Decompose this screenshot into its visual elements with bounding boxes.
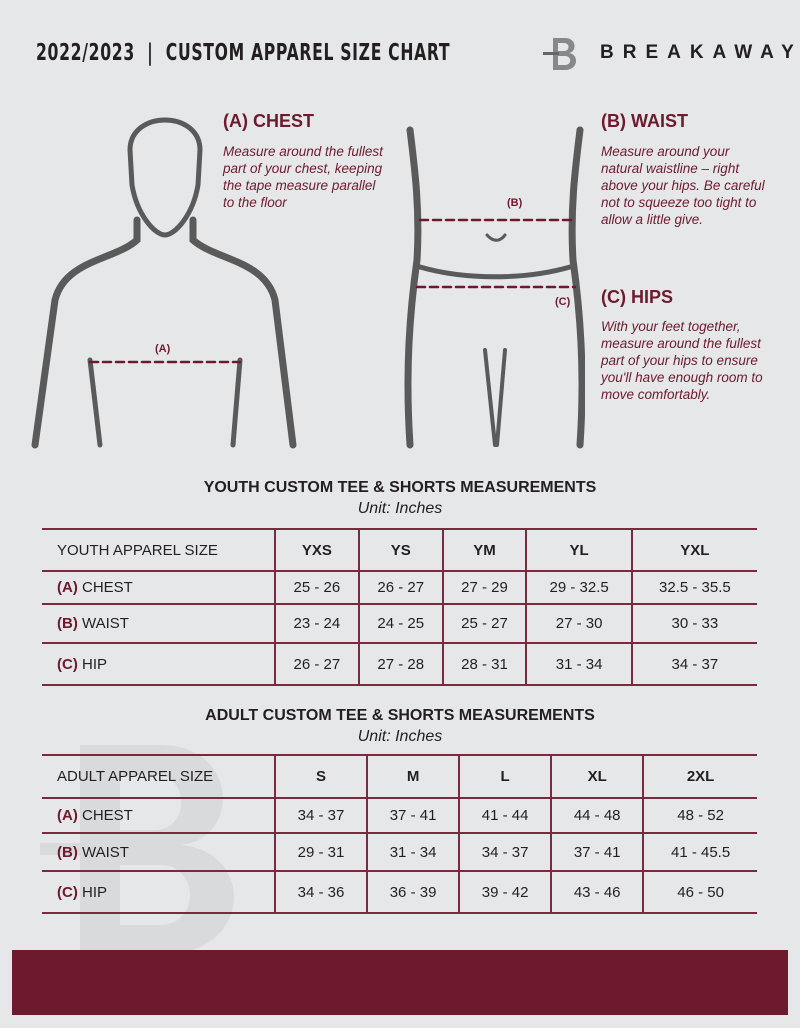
row-label: (B) WAIST — [42, 603, 275, 644]
measurement-cell: 41 - 45.5 — [642, 832, 757, 872]
brand-name: BREAKAWAY — [600, 42, 800, 63]
table-row: (B) WAIST 29 - 31 31 - 34 34 - 37 37 - 41 41 … — [42, 832, 757, 872]
row-tag: (A) — [57, 579, 78, 596]
size-header: YXS — [274, 528, 359, 572]
table-row: (C) HIP 26 - 27 27 - 28 28 - 31 31 - 34 34 - … — [42, 642, 757, 686]
chest-heading: (A) CHEST — [223, 111, 314, 131]
header-label: ADULT APPAREL SIZE — [42, 754, 275, 799]
row-label-text: WAIST — [82, 615, 129, 632]
measurement-cell: 37 - 41 — [550, 832, 644, 872]
measurement-cell: 29 - 32.5 — [525, 570, 632, 605]
measurement-cell: 27 - 29 — [441, 570, 527, 605]
youth-section-title: YOUTH CUSTOM TEE & SHORTS MEASUREMENTS — [203, 479, 597, 496]
size-header: YXL — [630, 528, 757, 572]
measurement-cell: 46 - 50 — [642, 870, 757, 914]
row-tag: (C) — [57, 655, 78, 673]
page-title: 2022/2023 | CUSTOM APPAREL SIZE CHART — [36, 40, 451, 66]
size-header: S — [273, 754, 368, 799]
footer-bar — [12, 950, 788, 1015]
size-header: 2XL — [642, 754, 757, 799]
measurement-cell: 30 - 33 — [630, 603, 757, 644]
measurement-cell: 26 - 27 — [274, 642, 359, 686]
measurement-cell: 31 - 34 — [525, 642, 632, 686]
measurement-cell: 34 - 37 — [273, 797, 368, 834]
row-tag: (B) — [57, 615, 78, 632]
waist-description: Measure around your natural waistline – … — [601, 144, 765, 227]
row-label-text: CHEST — [82, 807, 133, 824]
measurement-cell: 32.5 - 35.5 — [630, 570, 757, 605]
measurement-cell: 27 - 30 — [525, 603, 632, 644]
row-label: (B) WAIST — [42, 832, 275, 872]
measurement-cell: 28 - 31 — [441, 642, 527, 686]
adult-unit: Unit: Inches — [357, 728, 443, 745]
measurement-cell: 23 - 24 — [274, 603, 359, 644]
measurement-cell: 31 - 34 — [366, 832, 460, 872]
measurement-cell: 25 - 26 — [274, 570, 359, 605]
row-label-text: HIP — [82, 883, 108, 901]
table-row: (C) HIP 34 - 36 36 - 39 39 - 42 43 - 46 46 - … — [42, 870, 757, 914]
row-label-text: CHEST — [82, 579, 133, 596]
row-label: (A) CHEST — [42, 570, 275, 605]
row-tag: (C) — [57, 883, 78, 901]
row-label-text: HIP — [82, 655, 108, 673]
measurement-cell: 26 - 27 — [357, 570, 443, 605]
measurement-cell: 34 - 37 — [458, 832, 552, 872]
adult-size-table: ADULT APPAREL SIZE S M L XL 2XL (A) CHEST 34 … — [42, 754, 757, 914]
hips-marker: (C) — [555, 296, 571, 308]
size-header: YS — [357, 528, 443, 572]
size-header: M — [366, 754, 460, 799]
row-label: (A) CHEST — [42, 797, 275, 834]
row-label-text: WAIST — [82, 843, 129, 861]
row-tag: (B) — [57, 843, 78, 861]
measurement-cell: 34 - 37 — [630, 642, 757, 686]
adult-section-title: ADULT CUSTOM TEE & SHORTS MEASUREMENTS — [205, 707, 595, 724]
chest-marker: (A) — [155, 343, 171, 355]
youth-unit: Unit: Inches — [357, 500, 443, 517]
hips-description: With your feet together, measure around … — [601, 319, 763, 402]
table-row: (A) CHEST 34 - 37 37 - 41 41 - 44 44 - 48 48 … — [42, 797, 757, 834]
table-row: (B) WAIST 23 - 24 24 - 25 25 - 27 27 - 30 30 … — [42, 603, 757, 644]
hips-heading: (C) HIPS — [601, 287, 673, 307]
size-header: YM — [441, 528, 527, 572]
waist-marker: (B) — [507, 197, 523, 209]
measurement-cell: 43 - 46 — [550, 870, 644, 914]
header-label: YOUTH APPAREL SIZE — [42, 528, 275, 572]
breakaway-logo-icon — [543, 38, 577, 70]
row-tag: (A) — [57, 807, 78, 824]
measurement-cell: 44 - 48 — [550, 797, 644, 834]
measurement-cell: 48 - 52 — [642, 797, 757, 834]
measurement-cell: 24 - 25 — [357, 603, 443, 644]
waist-heading: (B) WAIST — [601, 111, 688, 131]
size-header: L — [458, 754, 552, 799]
measurement-cell: 37 - 41 — [366, 797, 460, 834]
measurement-cell: 34 - 36 — [273, 870, 368, 914]
chest-description: Measure around the fullest part of your … — [223, 144, 383, 210]
measurement-cell: 39 - 42 — [458, 870, 552, 914]
measurement-cell: 41 - 44 — [458, 797, 552, 834]
measurement-cell: 29 - 31 — [273, 832, 368, 872]
body-figures-illustration — [31, 117, 585, 449]
table-row: (A) CHEST 25 - 26 26 - 27 27 - 29 29 - 32.5 3… — [42, 570, 757, 605]
row-label: (C) HIP — [42, 870, 275, 914]
size-header: XL — [550, 754, 644, 799]
row-label: (C) HIP — [42, 642, 275, 686]
size-header: YL — [525, 528, 632, 572]
measurement-cell: 25 - 27 — [441, 603, 527, 644]
measurement-cell: 36 - 39 — [366, 870, 460, 914]
youth-size-table: YOUTH APPAREL SIZE YXS YS YM YL YXL (A) CHES… — [42, 528, 757, 686]
measurement-cell: 27 - 28 — [357, 642, 443, 686]
